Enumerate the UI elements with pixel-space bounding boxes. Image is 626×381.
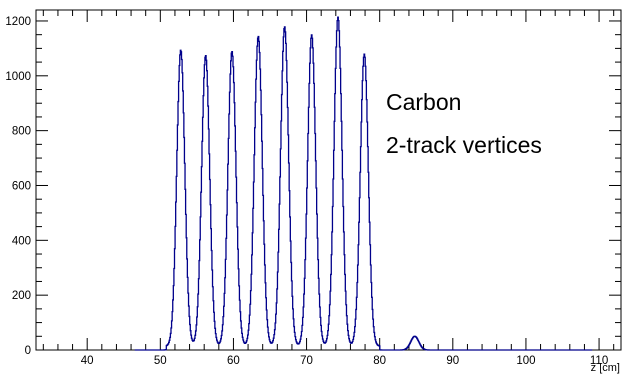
- x-tick-label: 110: [590, 355, 608, 367]
- y-tick-label: 600: [12, 180, 31, 192]
- peak-markers: [180, 20, 416, 337]
- y-tick-label: 200: [12, 290, 31, 302]
- x-axis-title: z [cm]: [591, 362, 620, 374]
- annotation-line-1: Carbon: [386, 89, 461, 115]
- x-tick-label: 80: [373, 355, 386, 367]
- x-tick-label: 60: [227, 355, 240, 367]
- y-tick-labels: 0 200 400 600 800 1000 1200: [5, 16, 31, 357]
- y-tick-label: 1200: [5, 16, 31, 28]
- y-tick-label: 0: [25, 345, 31, 357]
- y-tick-label: 400: [12, 235, 31, 247]
- y-tick-label: 1000: [5, 71, 31, 83]
- x-tick-label: 50: [154, 355, 167, 367]
- x-tick-label: 90: [446, 355, 459, 367]
- x-tick-label: 40: [81, 355, 94, 367]
- histogram-line: [134, 16, 593, 351]
- y-tick-label: 800: [12, 126, 31, 138]
- x-tick-labels: 40 50 60 70 80 90 100 110: [81, 355, 608, 367]
- x-tick-label: 100: [516, 355, 535, 367]
- axis-ticks: [36, 10, 621, 351]
- annotation-line-2: 2-track vertices: [386, 132, 542, 158]
- plot-frame: [35, 9, 622, 351]
- x-tick-label: 70: [300, 355, 313, 367]
